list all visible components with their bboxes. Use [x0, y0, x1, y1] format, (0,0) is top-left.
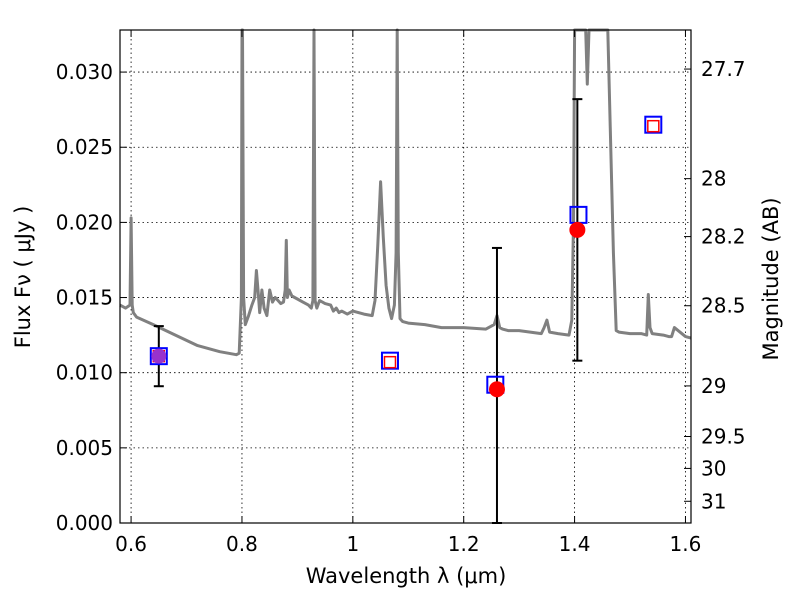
x-tick-label: 1 — [346, 532, 359, 556]
y-axis-right-label: Magnitude (AB) — [759, 197, 783, 360]
model-photometry-square — [644, 115, 663, 134]
y-tick-label: 0.025 — [56, 135, 113, 159]
mag-tick-label: 29 — [701, 374, 726, 398]
x-tick-label: 0.6 — [115, 532, 147, 556]
x-tick-label: 0.8 — [226, 532, 258, 556]
y-axis-label: Flux Fν ( μJy ) — [11, 206, 35, 349]
y-tick-label: 0.020 — [56, 210, 113, 234]
y-tick-label: 0.010 — [56, 361, 113, 385]
observed-photometry-point — [151, 348, 167, 364]
model-photometry-square — [149, 347, 168, 366]
x-tick-label: 1.6 — [670, 532, 702, 556]
x-axis-label: Wavelength λ (μm) — [306, 564, 507, 588]
model-photometry-square — [380, 351, 399, 370]
plot-frame — [119, 29, 692, 524]
mag-tick-label: 29.5 — [701, 425, 746, 449]
ticks: 0.6 0.8 1 1.2 1.4 1.6 0.000 0.005 0.010 0.015 0.02… — [56, 30, 746, 556]
grid — [120, 30, 691, 524]
y-tick-label: 0.015 — [56, 286, 113, 310]
mag-tick-label: 30 — [701, 456, 726, 480]
y-tick-label: 0.030 — [56, 60, 113, 84]
mag-tick-label: 28.2 — [701, 225, 746, 249]
y-tick-label: 0.005 — [56, 436, 113, 460]
model-photometry-inner-square — [383, 355, 397, 369]
observed-photometry-point — [488, 381, 505, 398]
x-tick-label: 1.4 — [559, 532, 591, 556]
mag-tick-label: 28.5 — [701, 294, 746, 318]
mag-tick-label: 27.7 — [701, 57, 746, 81]
x-tick-label: 1.2 — [448, 532, 480, 556]
markers — [149, 115, 663, 398]
mag-tick-label: 31 — [701, 489, 726, 513]
observed-photometry-point — [569, 221, 586, 238]
mag-tick-label: 28 — [701, 167, 726, 191]
y-tick-label: 0.000 — [56, 511, 113, 535]
model-photometry-inner-square — [647, 119, 660, 133]
